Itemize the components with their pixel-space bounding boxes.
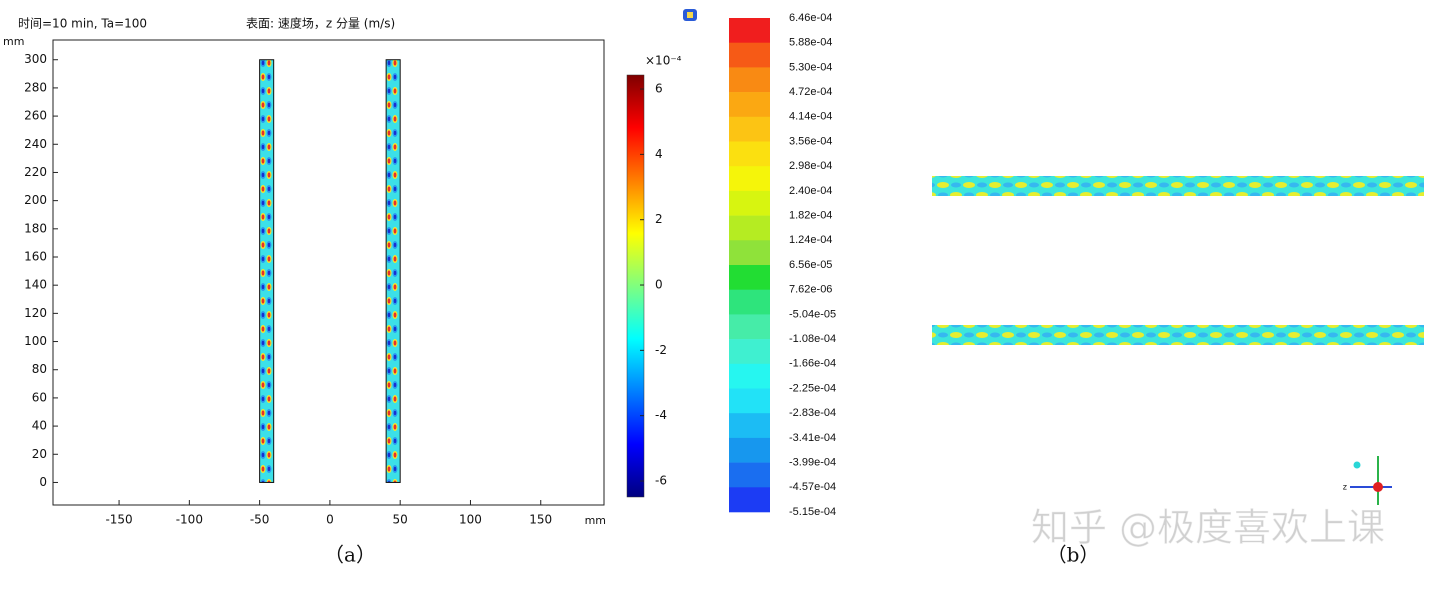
colorbar-tick-label: -2 xyxy=(655,343,667,357)
legend-band xyxy=(729,314,770,340)
legend-label: 5.88e-04 xyxy=(789,37,832,49)
y-tick-label: 20 xyxy=(32,447,47,461)
legend-band xyxy=(729,190,770,216)
subtitle: 时间=10 min, Ta=100 xyxy=(18,17,147,31)
x-tick-label: -50 xyxy=(250,513,270,527)
legend-band xyxy=(729,487,770,513)
y-tick-label: 40 xyxy=(32,419,47,433)
colorbar-tick-label: -4 xyxy=(655,408,667,422)
legend-band xyxy=(729,388,770,414)
y-tick-label: 300 xyxy=(24,52,47,66)
x-tick-label: 100 xyxy=(459,513,482,527)
plan-strip xyxy=(932,325,1424,345)
legend-label: 2.40e-04 xyxy=(789,185,832,197)
legend-band xyxy=(729,363,770,389)
x-tick-label: -100 xyxy=(176,513,203,527)
legend-label: -4.57e-04 xyxy=(789,481,836,493)
legend-band xyxy=(729,215,770,241)
legend-label: 6.56e-05 xyxy=(789,259,832,271)
legend-band xyxy=(729,92,770,118)
y-tick-label: 200 xyxy=(24,193,47,207)
legend-label: -2.25e-04 xyxy=(789,382,836,394)
legend-band xyxy=(729,166,770,192)
y-tick-label: 180 xyxy=(24,221,47,235)
icon xyxy=(687,12,693,18)
legend-band xyxy=(729,289,770,315)
x-tick-label: 0 xyxy=(326,513,334,527)
plot-frame xyxy=(52,39,605,506)
legend-label: -1.08e-04 xyxy=(789,333,836,345)
legend-band xyxy=(729,116,770,142)
y-tick-label: 280 xyxy=(24,80,47,94)
legend-band xyxy=(729,462,770,488)
y-tick-label: 220 xyxy=(24,165,47,179)
legend-band xyxy=(729,18,770,43)
legend-label: 6.46e-04 xyxy=(789,12,832,24)
colorbar-tick-label: 2 xyxy=(655,212,663,226)
y-tick-label: 240 xyxy=(24,137,47,151)
colorbar xyxy=(626,74,645,498)
legend-label: -3.41e-04 xyxy=(789,432,836,444)
legend-band xyxy=(729,339,770,365)
y-tick-label: 120 xyxy=(24,306,47,320)
x-axis-label: mm xyxy=(585,514,606,527)
y-axis-label: mm xyxy=(3,35,24,48)
y-tick-label: 260 xyxy=(24,109,47,123)
legend-label: -3.99e-04 xyxy=(789,457,836,469)
legend-label: -5.15e-04 xyxy=(789,506,836,518)
legend-label: -1.66e-04 xyxy=(789,358,836,370)
domain xyxy=(259,59,275,483)
legend-label: -5.04e-05 xyxy=(789,308,836,320)
colorbar-tick-label: 6 xyxy=(655,82,663,96)
legend-label: 1.24e-04 xyxy=(789,234,832,246)
watermark: 知乎 @极度喜欢上课 xyxy=(1031,506,1385,550)
colorbar-tick-label: 0 xyxy=(655,278,663,292)
y-tick-label: 140 xyxy=(24,278,47,292)
caption: （b） xyxy=(1047,543,1100,567)
plan-strip xyxy=(932,176,1424,196)
legend-band xyxy=(729,141,770,167)
x-tick-label: 50 xyxy=(393,513,408,527)
legend-band xyxy=(729,42,770,68)
legend-band xyxy=(729,437,770,463)
x-tick-label: 150 xyxy=(529,513,552,527)
legend-label: 4.72e-04 xyxy=(789,86,832,98)
svg-text:z: z xyxy=(1343,483,1347,492)
colorbar-tick-label: 4 xyxy=(655,147,663,161)
domain xyxy=(385,59,401,483)
legend-band xyxy=(729,265,770,290)
legend-label: 2.98e-04 xyxy=(789,160,832,172)
y-tick-label: 160 xyxy=(24,250,47,264)
y-tick-label: 80 xyxy=(32,362,47,376)
y-tick-label: 0 xyxy=(39,475,47,489)
legend-band xyxy=(729,240,770,266)
legend-band xyxy=(729,413,770,439)
colorbar-tick-label: -6 xyxy=(655,473,667,487)
legend-label: 1.82e-04 xyxy=(789,210,832,222)
legend-label: 3.56e-04 xyxy=(789,135,832,147)
colorbar-multiplier: ×10⁻⁴ xyxy=(645,54,682,68)
legend-label: -2.83e-04 xyxy=(789,407,836,419)
title: 表面: 速度场，z 分量 (m/s) xyxy=(246,16,395,31)
x-tick-label: -150 xyxy=(105,513,132,527)
y-tick-label: 100 xyxy=(24,334,47,348)
legend-label: 4.14e-04 xyxy=(789,111,832,123)
axis-triad: z xyxy=(1343,456,1392,505)
legend-label: 5.30e-04 xyxy=(789,61,832,73)
y-tick-label: 60 xyxy=(32,390,47,404)
caption: （a） xyxy=(324,543,376,567)
legend-band xyxy=(729,67,770,93)
legend-label: 7.62e-06 xyxy=(789,284,832,296)
